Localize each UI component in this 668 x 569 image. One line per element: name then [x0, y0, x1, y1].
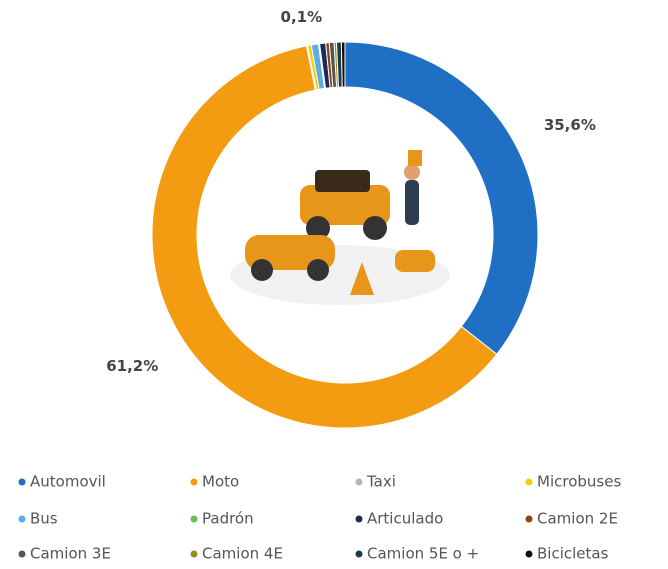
legend-marker — [355, 550, 363, 558]
legend-marker — [355, 478, 363, 486]
data-label: 0,1% — [281, 8, 323, 26]
legend-marker — [190, 515, 198, 523]
legend-marker — [525, 550, 533, 558]
donut-slice — [340, 41, 346, 88]
legend-marker — [18, 515, 26, 523]
legend-label: Bus — [30, 510, 58, 528]
donut-slice — [151, 45, 498, 429]
legend-label: Padrón — [202, 510, 254, 528]
legend-marker — [18, 550, 26, 558]
legend-label: Taxi — [366, 473, 396, 491]
legend-marker — [18, 478, 26, 486]
legend-marker — [525, 515, 533, 523]
legend-label: Moto — [202, 473, 239, 491]
legend-marker — [355, 515, 363, 523]
legend-label: Microbuses — [537, 473, 621, 491]
legend-label: Automovil — [30, 473, 106, 491]
legend-marker — [525, 478, 533, 486]
legend-marker — [190, 550, 198, 558]
legend-label: Camion 2E — [537, 510, 618, 528]
legend-label: Camion 4E — [202, 545, 283, 563]
donut-slice — [344, 41, 539, 355]
legend-label: Articulado — [367, 510, 443, 528]
legend-label: Camion 5E o + — [367, 545, 479, 563]
legend-label: Camion 3E — [30, 545, 111, 563]
data-label: 61,2% — [106, 357, 158, 375]
legend-marker — [190, 478, 198, 486]
illustration — [230, 150, 450, 305]
legend-label: Bicicletas — [537, 545, 609, 563]
data-label: 35,6% — [544, 116, 596, 134]
